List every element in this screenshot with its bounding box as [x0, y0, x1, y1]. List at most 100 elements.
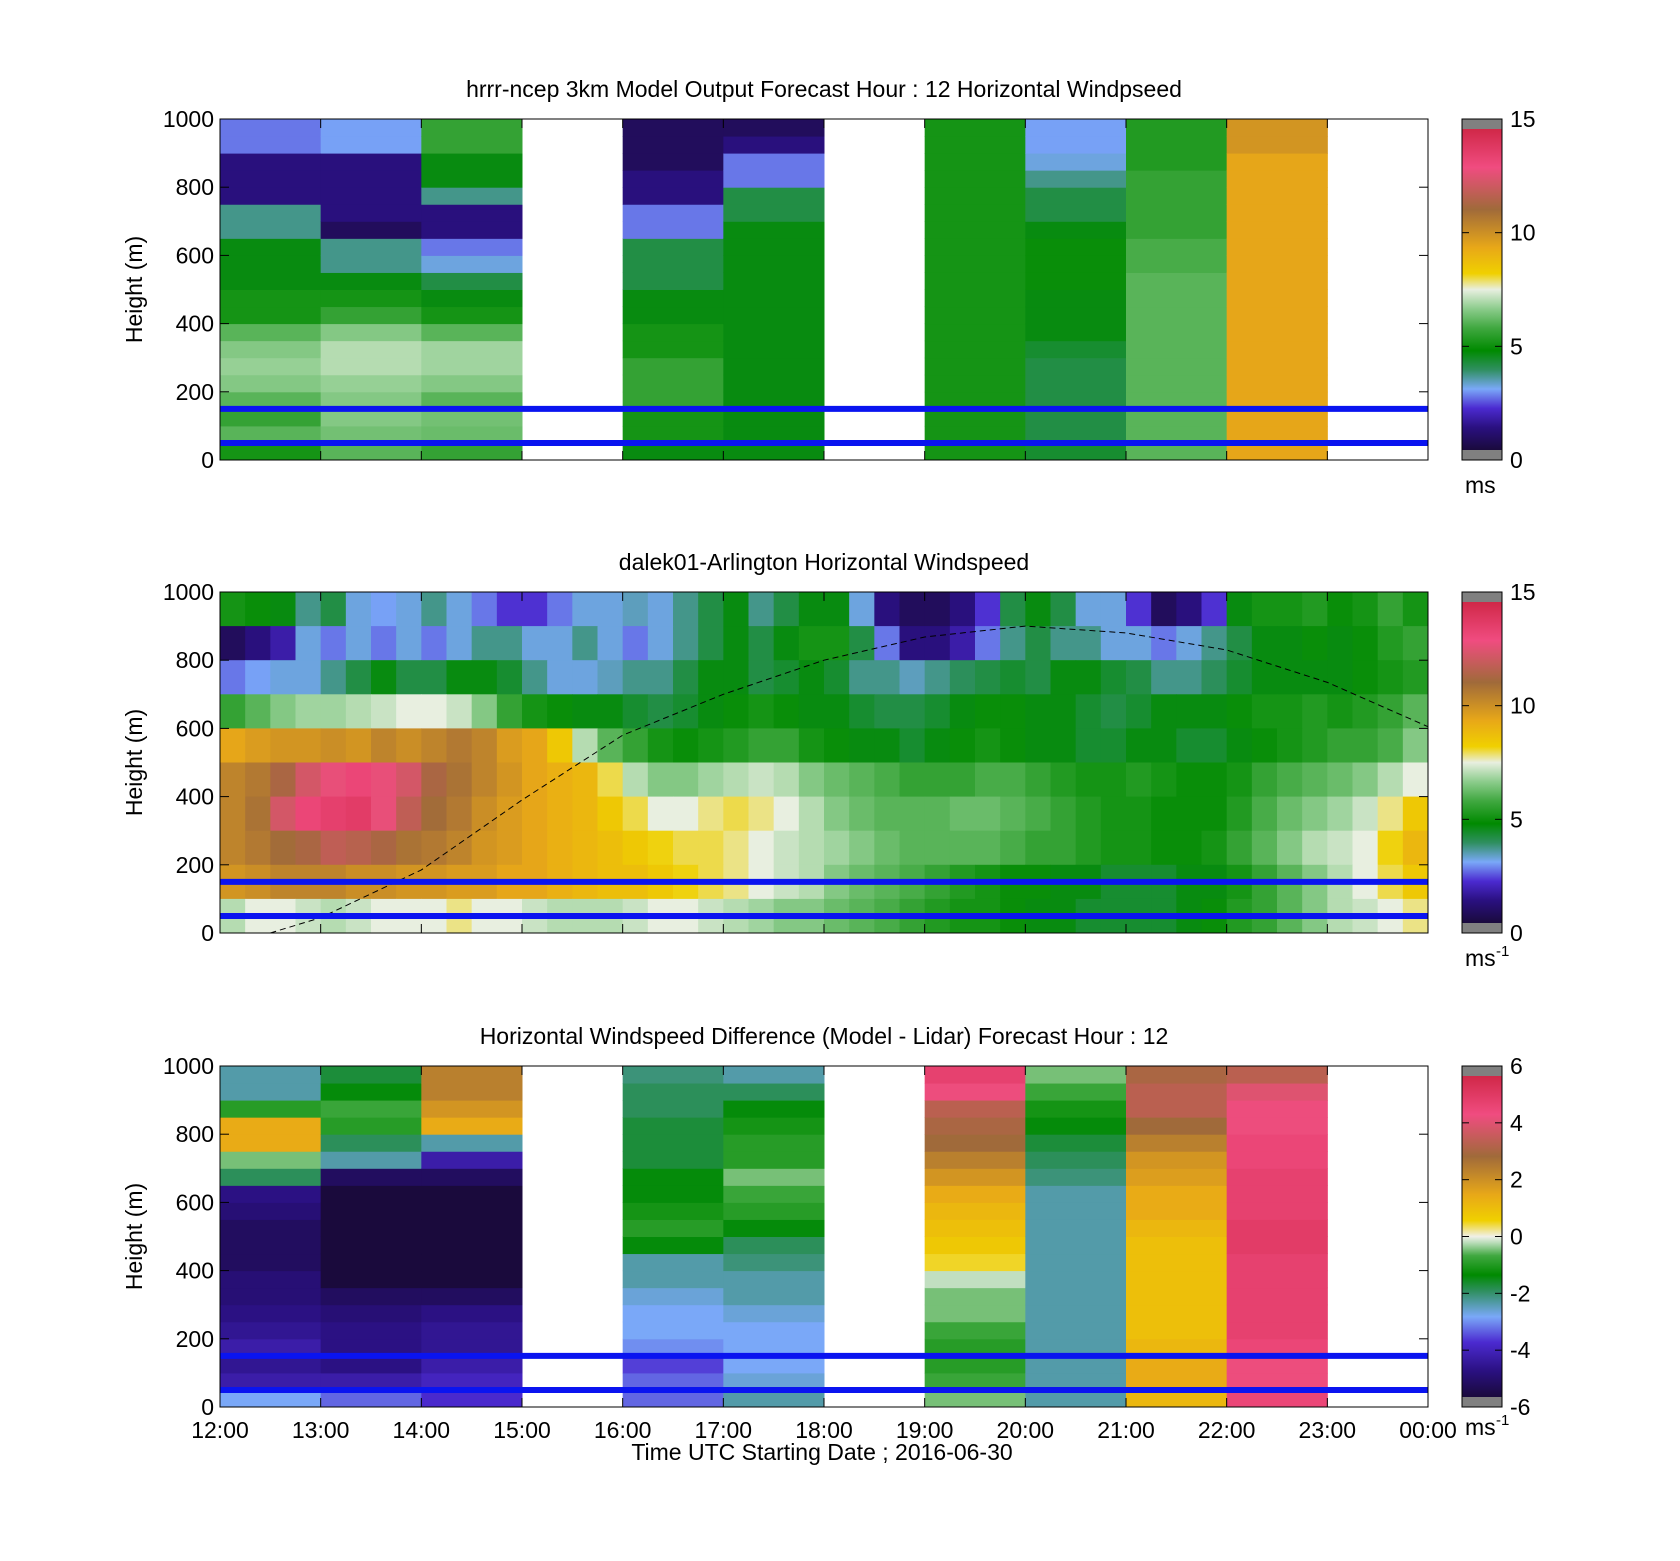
heatmap-cell: [1126, 1236, 1228, 1255]
heatmap-cell: [1377, 796, 1404, 832]
heatmap-cell: [446, 660, 473, 695]
heatmap-cell: [220, 1117, 322, 1135]
heatmap-cell: [1126, 1100, 1228, 1118]
heatmap-cells: [220, 592, 1429, 934]
y-tick-label: 200: [176, 852, 214, 878]
heatmap-cell: [320, 660, 347, 695]
heatmap-cell: [899, 830, 926, 866]
heatmap-cell: [1000, 660, 1026, 695]
heatmap-cells: [220, 119, 1328, 461]
heatmap-cell: [1126, 694, 1152, 729]
heatmap-cell: [1226, 1287, 1328, 1306]
heatmap-cell: [723, 1355, 825, 1374]
heatmap-cell: [1226, 694, 1253, 729]
heatmap-cell: [1226, 1321, 1328, 1340]
heatmap-cell: [320, 119, 422, 137]
heatmap-cell: [471, 728, 498, 763]
heatmap-cell: [1126, 1168, 1228, 1186]
heatmap-cell: [547, 728, 573, 763]
heatmap-cell: [924, 1253, 1026, 1272]
heatmap-cell: [723, 238, 825, 256]
heatmap-cell: [295, 796, 322, 832]
heatmap-cell: [1377, 626, 1404, 661]
heatmap-cell: [1075, 660, 1102, 695]
heatmap-cell: [622, 694, 649, 729]
heatmap-cell: [220, 255, 322, 273]
heatmap-cell: [1126, 204, 1228, 222]
heatmap-cell: [723, 170, 825, 188]
heatmap-cell: [924, 374, 1026, 393]
heatmap-cell: [220, 1253, 322, 1272]
heatmap-cell: [245, 796, 271, 832]
heatmap-cell: [1302, 728, 1328, 763]
heatmap-cell: [1025, 238, 1127, 256]
heatmap-cell: [1226, 1338, 1328, 1357]
heatmap-cell: [320, 170, 422, 188]
heatmap-cell: [320, 187, 422, 205]
heatmap-cell: [1025, 1236, 1127, 1255]
heatmap-cell: [396, 592, 422, 627]
heatmap-cell: [396, 830, 422, 866]
heatmap-cell: [1050, 830, 1077, 866]
heatmap-cell: [1025, 728, 1051, 763]
heatmap-cell: [220, 1287, 322, 1306]
heatmap-cell: [849, 660, 875, 695]
heatmap-cell: [622, 221, 724, 239]
heatmap-cell: [1126, 1117, 1228, 1135]
heatmap-cell: [371, 830, 397, 866]
heatmap-cell: [824, 694, 850, 729]
heatmap-cell: [522, 660, 548, 695]
heatmap-cell: [748, 728, 775, 763]
heatmap-cell: [673, 592, 699, 627]
heatmap-cell: [1075, 830, 1102, 866]
heatmap-cell: [622, 1066, 724, 1084]
heatmap-cell: [1000, 762, 1026, 798]
panel-1: hrrr-ncep 3km Model Output Forecast Hour…: [121, 76, 1536, 498]
heatmap-cell: [421, 425, 523, 444]
y-tick-label: 0: [201, 447, 214, 473]
heatmap-cell: [320, 1066, 422, 1084]
heatmap-cell: [1025, 1355, 1127, 1374]
heatmap-cell: [924, 238, 1026, 256]
heatmap-cell: [522, 694, 548, 729]
heatmap-cell: [547, 796, 573, 832]
heatmap-cell: [723, 255, 825, 273]
heatmap-cell: [421, 1168, 523, 1186]
heatmap-cell: [798, 728, 825, 763]
heatmap-cell: [421, 1219, 523, 1237]
y-tick-label: 200: [176, 379, 214, 405]
heatmap-cell: [924, 340, 1026, 359]
heatmap-cell: [1025, 1083, 1127, 1101]
heatmap-cell: [924, 255, 1026, 273]
heatmap-cell: [220, 1185, 322, 1203]
heatmap-cell: [220, 1338, 322, 1357]
heatmap-cell: [1377, 694, 1404, 729]
heatmap-cell: [220, 442, 322, 461]
heatmap-cell: [597, 762, 624, 798]
colorbar-unit: ms: [1465, 945, 1496, 971]
heatmap-cell: [1201, 762, 1228, 798]
heatmap-cell: [1025, 357, 1127, 376]
heatmap-cell: [924, 170, 1026, 188]
heatmap-cell: [345, 626, 372, 661]
heatmap-cell: [270, 660, 296, 695]
panel-title: Horizontal Windspeed Difference (Model -…: [480, 1023, 1169, 1049]
heatmap-cell: [924, 306, 1026, 325]
y-axis-label: Height (m): [121, 709, 147, 816]
heatmap-cell: [924, 660, 951, 695]
heatmap-cell: [723, 391, 825, 410]
heatmap-cell: [1025, 1321, 1127, 1340]
heatmap-cell: [924, 1287, 1026, 1306]
heatmap-cell: [1126, 306, 1228, 325]
heatmap-cell: [924, 1168, 1026, 1186]
heatmap-cell: [446, 626, 473, 661]
heatmap-cell: [421, 1304, 523, 1323]
heatmap-cell: [1402, 796, 1429, 832]
heatmap-cell: [1251, 796, 1278, 832]
heatmap-cell: [1226, 1236, 1328, 1255]
heatmap-cell: [1126, 391, 1228, 410]
colorbar-over-swatch: [1462, 1066, 1502, 1076]
heatmap-cell: [723, 1304, 825, 1323]
heatmap-cell: [220, 170, 322, 188]
heatmap-cell: [245, 694, 271, 729]
